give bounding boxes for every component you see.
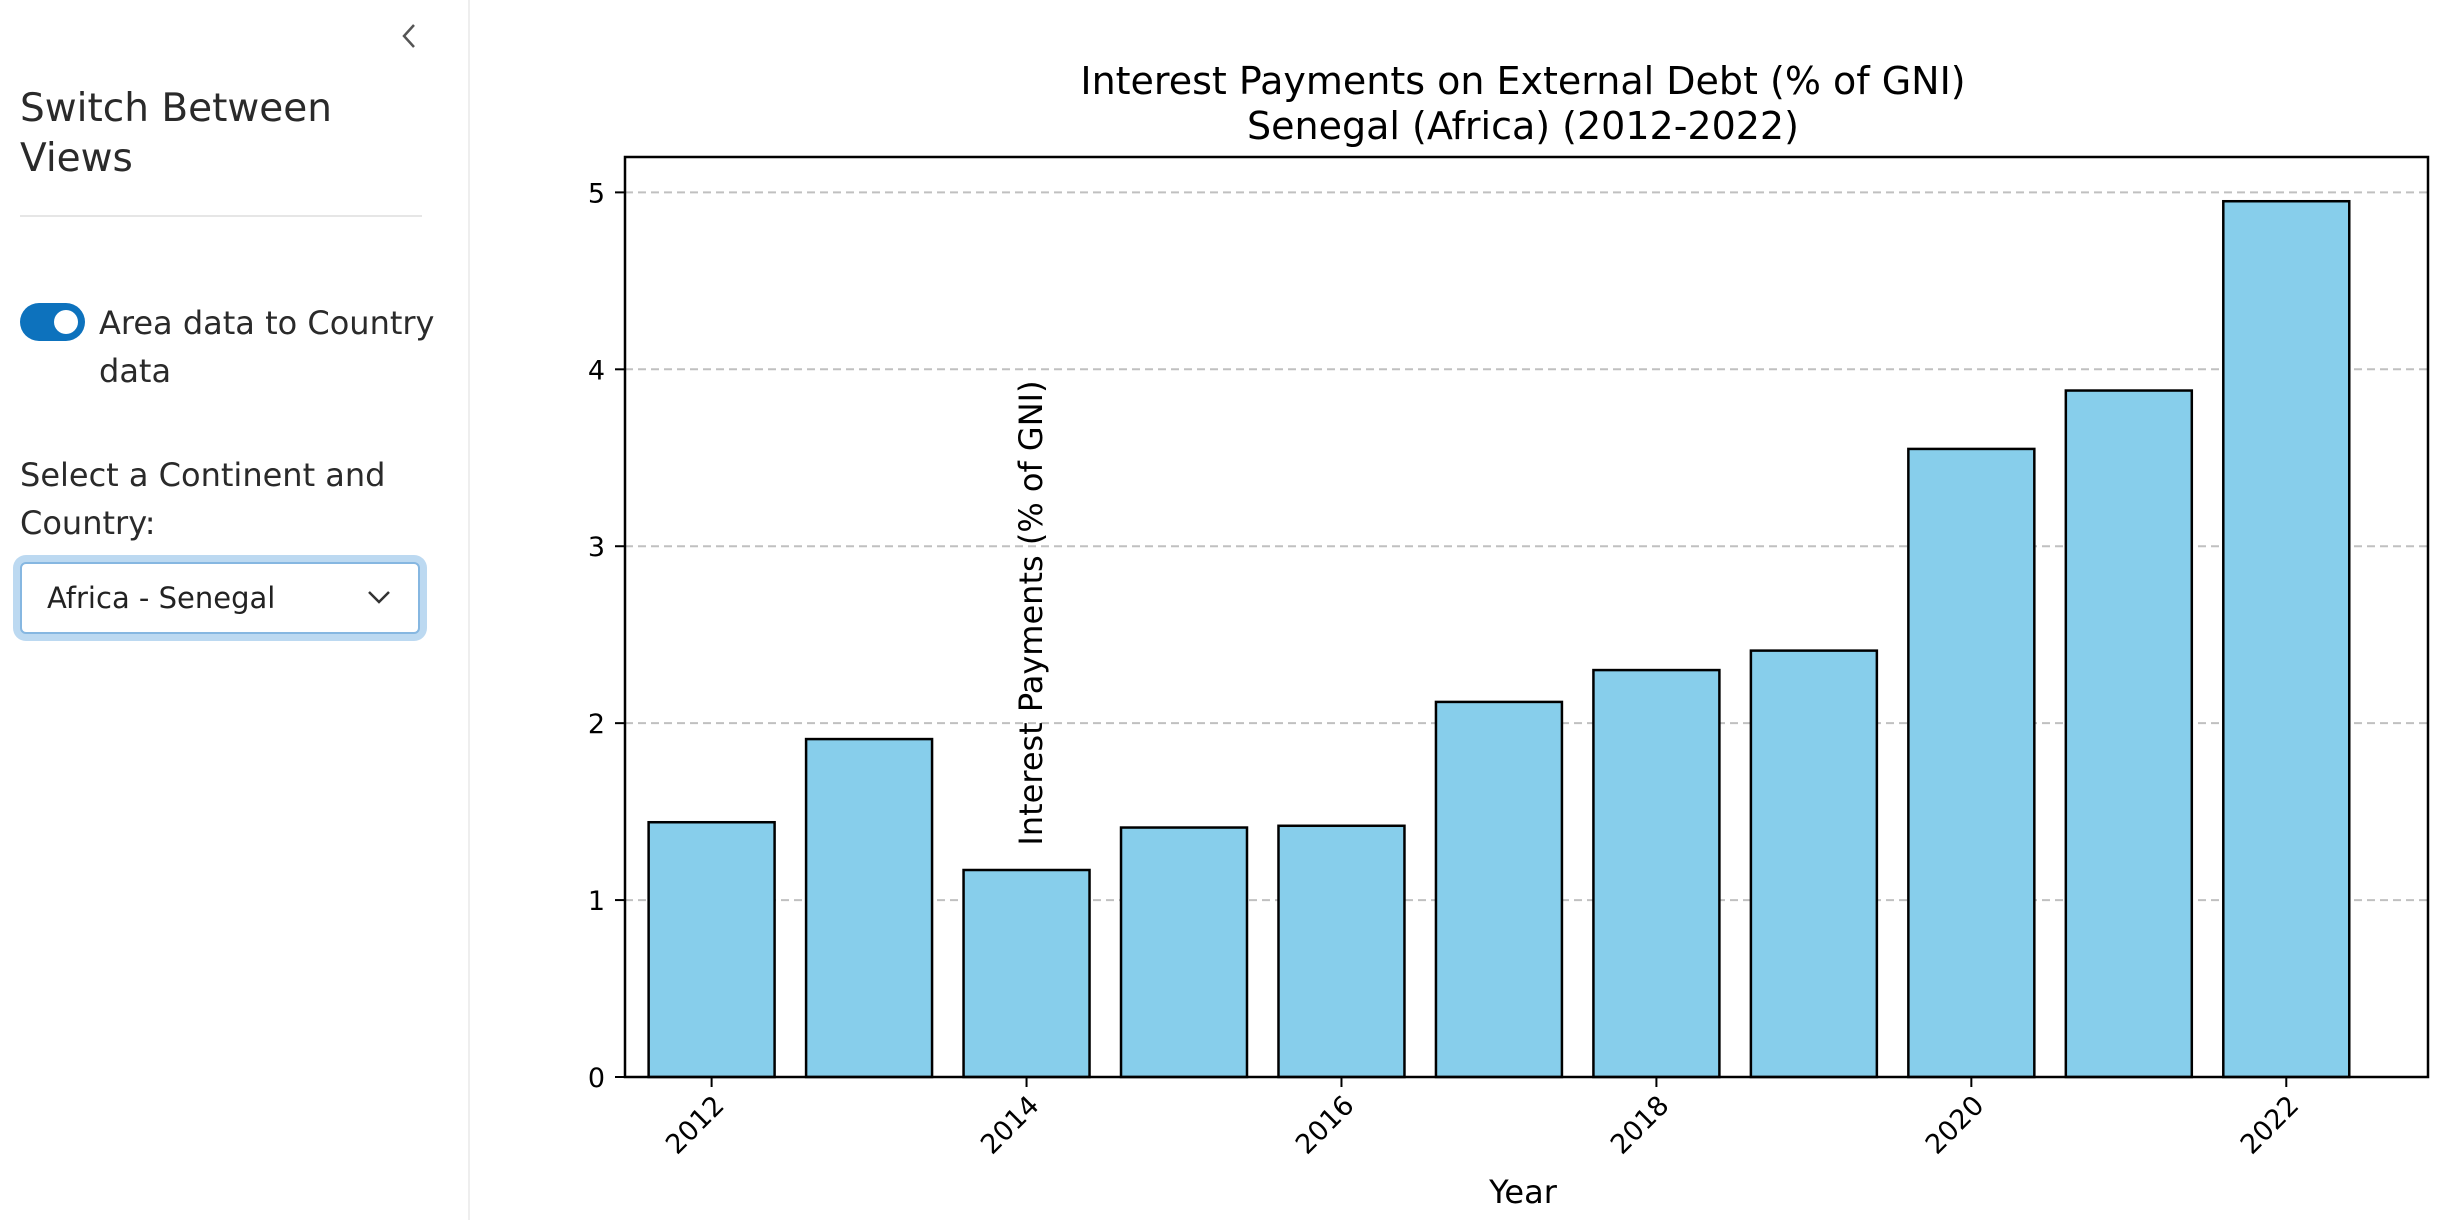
plot-frame <box>623 155 2430 1079</box>
bar-2012 <box>647 820 776 1079</box>
x-tick-label-2018: 2018 <box>1605 1090 1676 1161</box>
x-tick-label-2012: 2012 <box>660 1090 731 1161</box>
bar-chart: Interest Payments on External Debt (% of… <box>588 59 2430 1211</box>
bar-2017 <box>1434 700 1564 1079</box>
bar-2018 <box>1592 668 1721 1079</box>
chart-subtitle: Senegal (Africa) (2012-2022) <box>1247 104 1799 148</box>
bar-2021 <box>2064 389 2194 1079</box>
sidebar: Switch Between Views Area data to Countr… <box>0 0 470 1220</box>
x-tick-label-2020: 2020 <box>1920 1090 1991 1161</box>
y-tick-label-3: 3 <box>588 532 605 563</box>
y-axis-label: Interest Payments (% of GNI) <box>1012 380 1050 845</box>
y-tick-label-5: 5 <box>588 178 605 209</box>
bar-2020 <box>1907 447 2036 1079</box>
y-tick-label-2: 2 <box>588 709 605 740</box>
toggle-knob <box>54 310 78 334</box>
x-axis-label: Year <box>1488 1173 1558 1211</box>
chevron-left-icon <box>402 24 415 48</box>
x-tick-label-2016: 2016 <box>1290 1090 1361 1161</box>
toggle-label: Area data to Country data <box>99 304 435 390</box>
main-content: Interest Payments on External Debt (% of… <box>472 0 2445 1220</box>
bar-2015 <box>1119 826 1249 1079</box>
x-tick-label-2022: 2022 <box>2235 1090 2306 1161</box>
y-tick-label-1: 1 <box>588 886 605 917</box>
bar-2016 <box>1277 824 1406 1079</box>
bar-2014 <box>962 868 1091 1079</box>
sidebar-title: Switch Between Views <box>20 86 332 181</box>
select-label: Select a Continent and Country: <box>20 456 386 542</box>
continent-country-select[interactable]: Africa - Senegal <box>20 562 420 634</box>
area-country-toggle[interactable] <box>20 303 85 341</box>
select-value: Africa - Senegal <box>47 581 276 615</box>
y-tick-label-4: 4 <box>588 355 605 386</box>
y-tick-label-0: 0 <box>588 1063 605 1094</box>
bar-2019 <box>1749 649 1879 1079</box>
bars <box>647 199 2351 1079</box>
bar-2022 <box>2222 199 2351 1079</box>
collapse-sidebar-button[interactable] <box>394 16 424 56</box>
sidebar-divider <box>20 215 422 217</box>
bar-2013 <box>804 737 934 1079</box>
chart-title: Interest Payments on External Debt (% of… <box>1080 59 1965 103</box>
chevron-down-icon <box>368 591 390 604</box>
x-tick-label-2014: 2014 <box>975 1090 1046 1161</box>
